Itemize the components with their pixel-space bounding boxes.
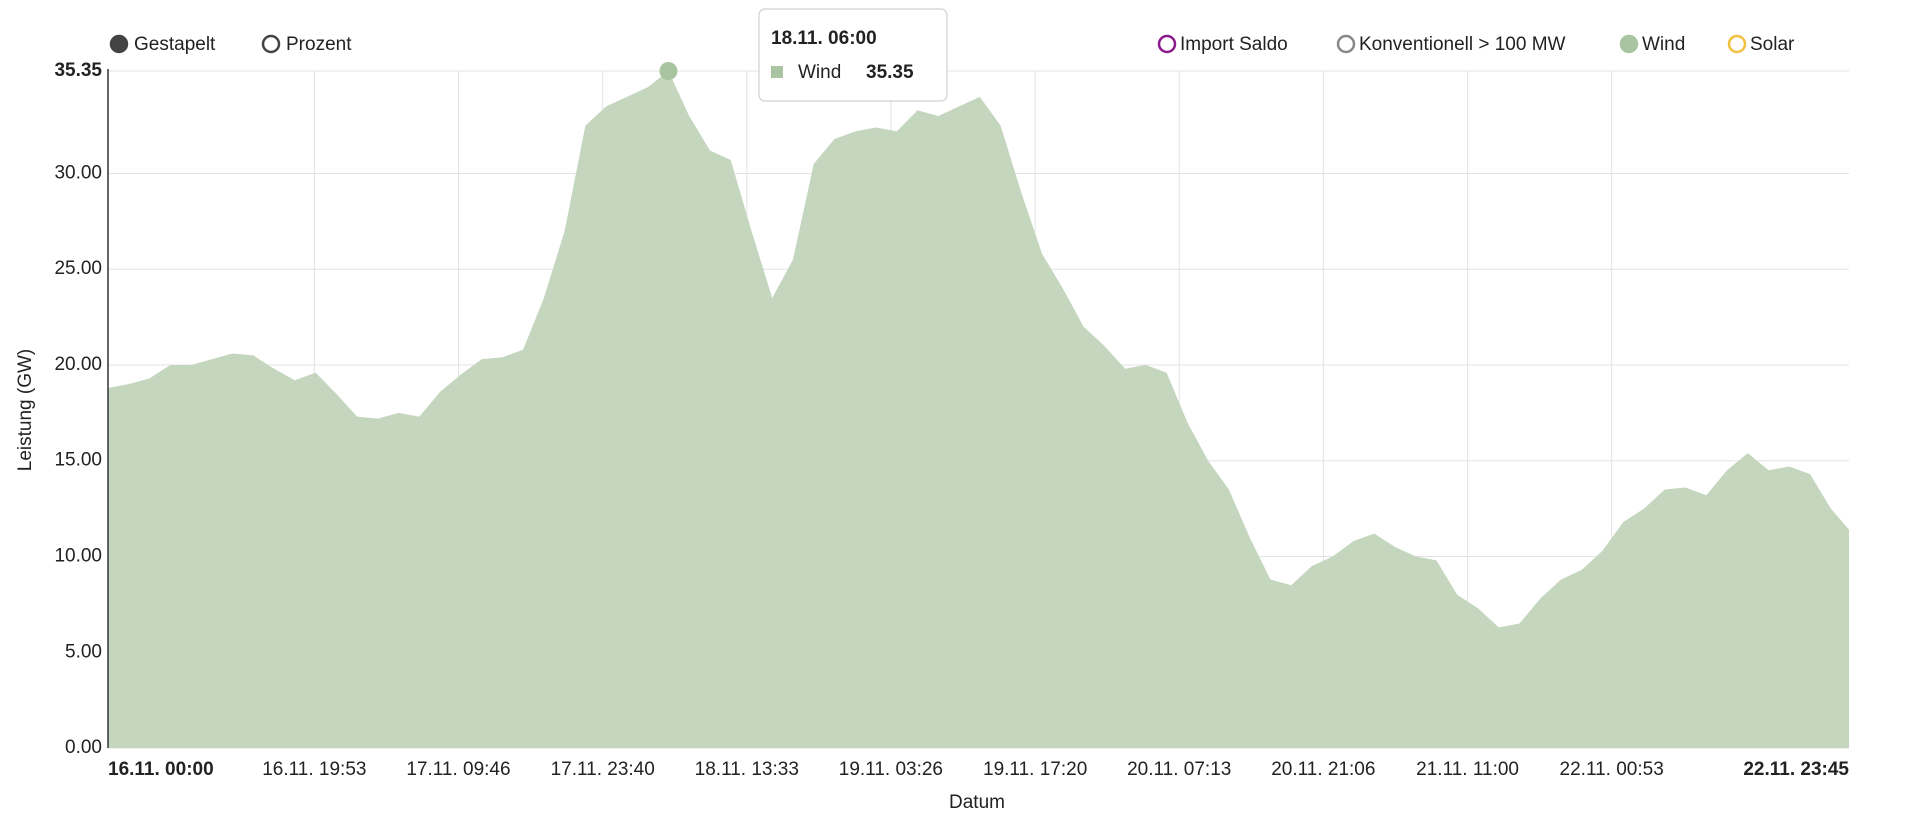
y-tick-label: 25.00 [54,258,102,279]
tooltip-title: 18.11. 06:00 [771,28,877,49]
y-axis-label: Leistung (GW) [15,349,36,471]
legend-label[interactable]: Wind [1642,34,1685,55]
x-tick-label: 17.11. 09:46 [406,759,510,780]
y-tick-label: 0.00 [65,737,102,758]
y-tick-label: 5.00 [65,641,102,662]
x-tick-label: 16.11. 00:00 [108,759,214,780]
hover-marker [659,62,678,80]
legend-marker[interactable] [1619,34,1639,54]
x-tick-label: 19.11. 17:20 [983,759,1087,780]
legend-marker[interactable] [1727,34,1747,54]
y-tick-label: 15.00 [54,450,102,471]
x-axis-label: Datum [949,792,1005,813]
x-tick-label: 22.11. 23:45 [1743,759,1849,780]
x-tick-label: 22.11. 00:53 [1560,759,1664,780]
tooltip-swatch [771,66,783,78]
legend-marker[interactable] [1157,34,1177,54]
y-tick-label: 10.00 [54,546,102,567]
x-tick-label: 19.11. 03:26 [839,759,943,780]
y-tick-label: 30.00 [54,162,102,183]
mode-label[interactable]: Prozent [286,34,352,55]
x-tick-label: 20.11. 21:06 [1271,759,1375,780]
legend-marker[interactable] [1336,34,1356,54]
mode-radio[interactable] [109,34,129,54]
legend-label[interactable]: Import Saldo [1180,34,1288,55]
tooltip-value: 35.35 [866,62,914,83]
x-tick-label: 20.11. 07:13 [1127,759,1231,780]
y-tick-label: 20.00 [54,354,102,375]
area [108,71,1849,748]
y-tick-label: 35.35 [54,60,102,81]
mode-label[interactable]: Gestapelt [134,34,216,55]
x-tick-label: 16.11. 19:53 [262,759,366,780]
tooltip-box [758,8,948,102]
mode-radio[interactable] [261,34,281,54]
x-tick-label: 21.11. 11:00 [1416,759,1519,780]
legend-label[interactable]: Solar [1750,34,1795,55]
legend-label[interactable]: Konventionell > 100 MW [1359,34,1566,55]
x-tick-label: 17.11. 23:40 [551,759,655,780]
x-tick-label: 18.11. 13:33 [695,759,799,780]
tooltip-series: Wind [798,62,841,83]
